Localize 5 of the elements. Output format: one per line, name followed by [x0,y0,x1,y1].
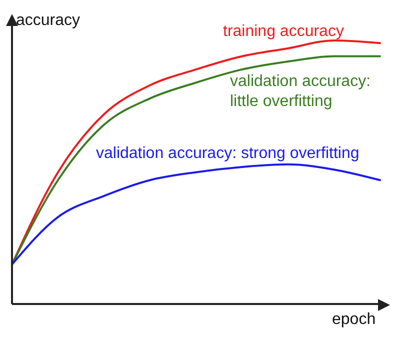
x-axis-title: epoch [332,311,376,329]
y-axis-title: accuracy [16,12,80,30]
series-label: validation accuracy: strong overfitting [96,144,360,164]
series-label: validation accuracy: little overfitting [230,72,372,112]
series-label: training accuracy [223,22,345,42]
